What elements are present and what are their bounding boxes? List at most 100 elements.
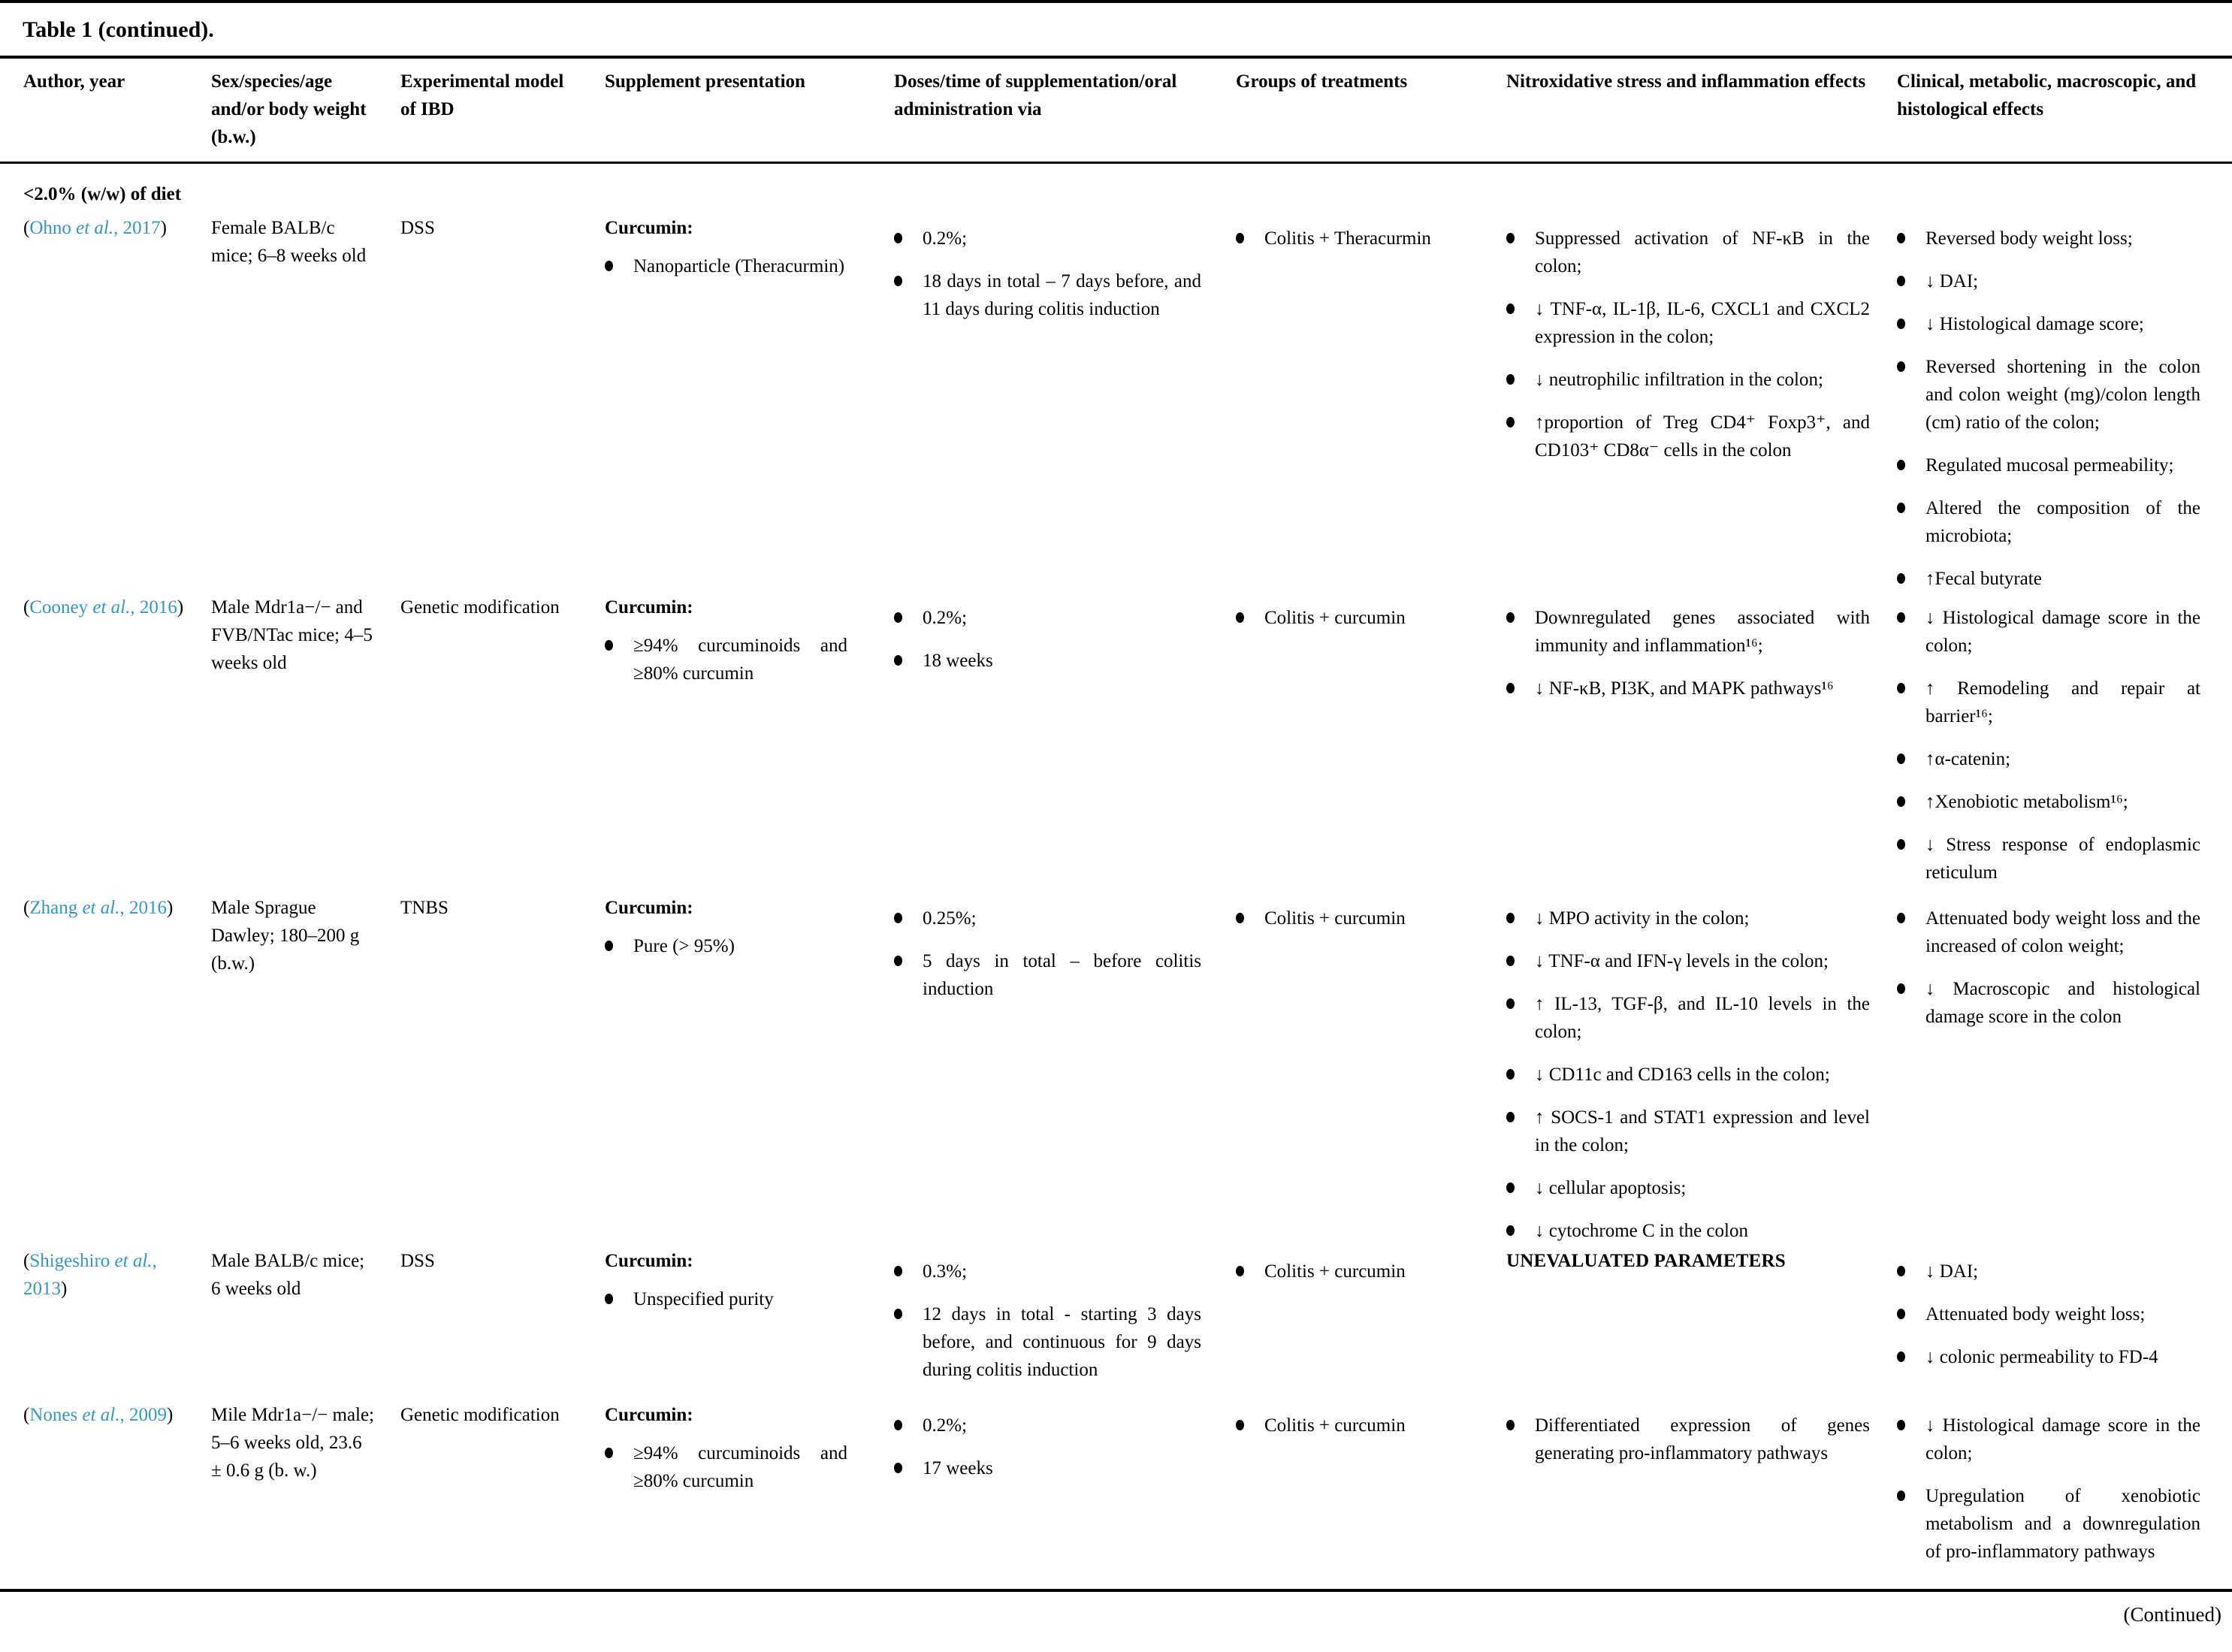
bullet-item: ↑ SOCS-1 and STAT1 expression and level …	[1506, 1104, 1870, 1159]
citation-etal: et al.	[76, 218, 114, 238]
bullet-text: Attenuated body weight loss and the incr…	[1925, 908, 2200, 956]
paren-open: (	[23, 898, 30, 918]
bullet-text: ↑ SOCS-1 and STAT1 expression and level …	[1535, 1107, 1870, 1155]
citation-year: , 2013	[23, 1251, 157, 1299]
bullet-text: ↓ NF-κB, PI3K, and MAPK pathways¹⁶	[1535, 678, 1834, 699]
bullet-text: ↑proportion of Treg CD4⁺ Foxp3⁺, and CD1…	[1535, 412, 1870, 461]
stress-cell: ↓ MPO activity in the colon; ↓ TNF-α and …	[1506, 894, 1897, 1245]
bullet-item: Nanoparticle (Theracurmin)	[605, 252, 847, 280]
table-row: (Zhang et al., 2016) Male Sprague Dawley…	[0, 894, 2232, 1247]
clinical-list: Attenuated body weight loss and the incr…	[1897, 905, 2200, 1031]
supplement-list: ≥94% curcuminoids and ≥80% curcumin	[605, 1439, 847, 1495]
citation-link[interactable]: Ohno et al., 2017	[29, 218, 160, 238]
bullet-item: 18 days in total – 7 days before, and 11…	[894, 267, 1201, 323]
bullet-item: ↓ CD11c and CD163 cells in the colon;	[1506, 1061, 1870, 1089]
bullet-item: ↓ TNF-α, IL-1β, IL-6, CXCL1 and CXCL2 ex…	[1506, 295, 1870, 351]
clinical-list: Reversed body weight loss; ↓ DAI; ↓ Histol…	[1897, 225, 2200, 593]
bullet-item: Altered the composition of the microbiot…	[1897, 494, 2200, 550]
clinical-list: ↓ Histological damage score in the colon…	[1897, 604, 2200, 886]
bullet-text: ↓ CD11c and CD163 cells in the colon;	[1535, 1065, 1830, 1085]
table-row: (Nones et al., 2009) Mile Mdr1a−/− male;…	[0, 1401, 2232, 1589]
citation-name: Nones	[29, 1405, 83, 1425]
bullet-icon	[1897, 1490, 1905, 1501]
bullet-item: ↑Fecal butyrate	[1897, 565, 2200, 593]
citation-link[interactable]: Cooney et al., 2016	[29, 597, 177, 618]
bullet-item: Attenuated body weight loss and the incr…	[1897, 905, 2200, 960]
bullet-text: 18 weeks	[923, 651, 993, 671]
bullet-icon	[894, 913, 902, 923]
bullet-item: 18 weeks	[894, 647, 1201, 675]
author-year-cell: (Shigeshiro et al., 2013)	[23, 1247, 211, 1303]
doses-list: 0.25%; 5 days in total – before colitis i…	[894, 905, 1201, 1003]
paren-close: )	[166, 1405, 174, 1425]
bullet-icon	[1506, 1182, 1515, 1193]
column-header-author: Author, year	[23, 71, 125, 92]
citation-link[interactable]: Nones et al., 2009	[29, 1405, 167, 1425]
groups-cell: Colitis + Theracurmin	[1236, 214, 1506, 252]
supplement-list: Pure (> 95%)	[605, 932, 847, 960]
bullet-text: Reversed shortening in the colon and col…	[1925, 357, 2200, 433]
citation-name: Ohno	[29, 218, 77, 238]
table-title: Table 1 (continued).	[23, 17, 214, 42]
bullet-icon	[894, 612, 902, 623]
stress-list: Differentiated expression of genes gener…	[1506, 1412, 1870, 1467]
bullet-item: Attenuated body weight loss;	[1897, 1300, 2200, 1328]
bullet-text: ↓ TNF-α and IFN-γ levels in the colon;	[1535, 951, 1829, 971]
table-row: (Ohno et al., 2017) Female BALB/c mice; …	[0, 214, 2232, 593]
citation-name: Shigeshiro	[29, 1251, 115, 1271]
bullet-item: Differentiated expression of genes gener…	[1506, 1412, 1870, 1467]
bullet-text: Reversed body weight loss;	[1925, 228, 2133, 249]
bullet-item: ↓ neutrophilic infiltration in the colon…	[1506, 366, 1870, 394]
bullet-icon	[894, 956, 902, 966]
clinical-cell: ↓ DAI; Attenuated body weight loss; ↓ colo…	[1897, 1247, 2232, 1371]
bullet-item: Pure (> 95%)	[605, 932, 847, 960]
bullet-text: 18 days in total – 7 days before, and 11…	[923, 271, 1201, 319]
clinical-cell: ↓ Histological damage score in the colon…	[1897, 593, 2232, 886]
stress-cell: Differentiated expression of genes gener…	[1506, 1401, 1897, 1467]
column-header-clinical: Clinical, metabolic, macroscopic, and hi…	[1897, 71, 2197, 119]
citation-year: , 2016	[130, 597, 177, 618]
bullet-item: Unspecified purity	[605, 1285, 847, 1313]
doses-cell: 0.3%; 12 days in total - starting 3 days …	[894, 1247, 1236, 1384]
bullet-icon	[1506, 417, 1515, 427]
bullet-icon	[1897, 612, 1905, 623]
subject-cell: Male BALB/c mice; 6 weeks old	[211, 1251, 365, 1299]
bullet-icon	[1236, 233, 1244, 243]
bullet-text: Suppressed activation of NF-κB in the co…	[1535, 228, 1870, 276]
citation-link[interactable]: Zhang et al., 2016	[29, 898, 167, 918]
bullet-text: Colitis + curcumin	[1264, 1415, 1406, 1436]
bullet-text: 0.2%;	[923, 228, 968, 249]
bullet-item: Downregulated genes associated with immu…	[1506, 604, 1870, 660]
supplement-heading: Curcumin:	[605, 898, 693, 918]
citation-etal: et al.	[114, 1251, 153, 1271]
bullet-item: Colitis + Theracurmin	[1236, 225, 1484, 252]
bullet-text: Upregulation of xenobiotic metabolism an…	[1925, 1486, 2200, 1562]
bullet-text: 5 days in total – before colitis inducti…	[923, 951, 1201, 999]
clinical-cell: ↓ Histological damage score in the colon…	[1897, 1401, 2232, 1566]
groups-list: Colitis + curcumin	[1236, 1412, 1484, 1439]
bullet-text: 12 days in total - starting 3 days befor…	[923, 1304, 1201, 1380]
bullet-icon	[1897, 503, 1905, 513]
bullet-item: ↓ MPO activity in the colon;	[1506, 905, 1870, 932]
bullet-icon	[1506, 374, 1515, 385]
column-header-model: Experimental model of IBD	[400, 71, 564, 119]
citation-link[interactable]: Shigeshiro et al., 2013	[23, 1251, 157, 1299]
column-header-supplement: Supplement presentation	[605, 71, 805, 92]
supplement-heading: Curcumin:	[605, 597, 693, 618]
bullet-item: ↓ Stress response of endoplasmic reticul…	[1897, 831, 2200, 886]
subject-cell: Male Mdr1a−/− and FVB/NTac mice; 4–5 wee…	[211, 597, 373, 673]
paren-close: )	[160, 218, 167, 238]
bullet-item: ↑proportion of Treg CD4⁺ Foxp3⁺, and CD1…	[1506, 409, 1870, 464]
bullet-icon	[1506, 998, 1515, 1009]
bullet-text: Unspecified purity	[633, 1289, 774, 1309]
bullet-icon	[894, 655, 902, 666]
bullet-item: ≥94% curcuminoids and ≥80% curcumin	[605, 632, 847, 687]
bullet-text: Differentiated expression of genes gener…	[1535, 1415, 1870, 1463]
bullet-icon	[1506, 913, 1515, 923]
bullet-text: ↓ colonic permeability to FD-4	[1925, 1347, 2158, 1367]
bullet-text: Nanoparticle (Theracurmin)	[633, 256, 845, 276]
supplement-list: Nanoparticle (Theracurmin)	[605, 252, 847, 280]
bullet-text: 0.3%;	[923, 1261, 968, 1282]
paren-close: )	[177, 597, 184, 618]
bullet-item: ↓ DAI;	[1897, 1258, 2200, 1285]
